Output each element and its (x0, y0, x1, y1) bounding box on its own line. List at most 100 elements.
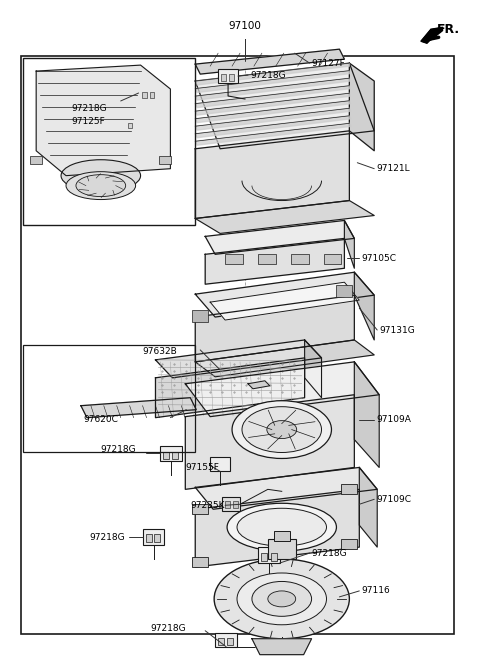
Polygon shape (185, 362, 379, 417)
Polygon shape (195, 78, 350, 100)
Polygon shape (305, 340, 322, 398)
Text: 97235K: 97235K (190, 501, 225, 510)
Text: 97131G: 97131G (379, 325, 415, 334)
Polygon shape (205, 238, 344, 284)
Bar (145, 534, 152, 542)
Bar (218, 638, 224, 644)
Bar (210, 458, 230, 471)
Text: 97121L: 97121L (376, 164, 410, 173)
Bar (336, 285, 352, 297)
Ellipse shape (252, 581, 312, 616)
Bar (159, 156, 171, 164)
Polygon shape (421, 27, 443, 43)
Bar (126, 119, 142, 130)
Bar (227, 638, 233, 644)
Polygon shape (81, 398, 196, 418)
Polygon shape (156, 358, 305, 418)
Polygon shape (252, 638, 312, 654)
Text: 97218G: 97218G (250, 70, 286, 80)
Bar (274, 531, 290, 541)
Polygon shape (354, 272, 374, 340)
Text: 97218G: 97218G (71, 104, 107, 114)
Polygon shape (195, 63, 349, 85)
Bar (30, 156, 42, 164)
Polygon shape (248, 381, 270, 389)
Bar (233, 501, 238, 508)
Bar (268, 539, 296, 559)
Polygon shape (195, 131, 349, 219)
Bar (155, 534, 160, 542)
Polygon shape (185, 395, 354, 489)
Polygon shape (195, 123, 351, 145)
Polygon shape (195, 489, 360, 567)
Bar (221, 74, 226, 81)
Ellipse shape (267, 421, 297, 438)
Bar (160, 446, 182, 462)
Bar (164, 452, 169, 460)
Bar (172, 452, 179, 460)
Text: 97109C: 97109C (376, 495, 411, 504)
Bar (142, 92, 146, 98)
Bar (139, 87, 156, 100)
Polygon shape (344, 221, 354, 268)
Ellipse shape (237, 508, 326, 546)
Ellipse shape (61, 160, 141, 192)
Ellipse shape (232, 401, 332, 458)
Ellipse shape (237, 573, 326, 625)
Bar (192, 557, 208, 567)
Ellipse shape (227, 503, 336, 551)
Polygon shape (195, 295, 354, 362)
Text: 97218G: 97218G (101, 445, 136, 454)
Bar (225, 254, 243, 264)
Bar (150, 92, 155, 98)
Text: 97116: 97116 (361, 587, 390, 595)
Bar (23, 345, 195, 452)
Polygon shape (205, 221, 354, 254)
Polygon shape (195, 49, 344, 74)
Bar (218, 69, 238, 83)
Bar (229, 74, 234, 81)
Bar (215, 632, 237, 646)
Bar (261, 553, 267, 561)
Polygon shape (195, 340, 374, 377)
Polygon shape (36, 65, 170, 176)
Polygon shape (195, 86, 350, 108)
Bar (21, 56, 454, 634)
Polygon shape (195, 272, 374, 317)
Ellipse shape (66, 172, 136, 199)
Text: 97105C: 97105C (361, 254, 396, 263)
Text: 97125F: 97125F (71, 118, 105, 126)
Text: 97109A: 97109A (376, 415, 411, 424)
Polygon shape (210, 282, 360, 320)
Bar (324, 254, 341, 264)
Text: 97632B: 97632B (143, 347, 177, 356)
Polygon shape (195, 108, 351, 130)
Text: 97155F: 97155F (185, 463, 219, 472)
Polygon shape (195, 467, 377, 509)
Bar (258, 547, 280, 563)
Text: 97218G: 97218G (151, 624, 186, 633)
Polygon shape (156, 340, 322, 378)
Ellipse shape (242, 407, 322, 452)
Bar (23, 58, 195, 225)
Ellipse shape (76, 175, 126, 197)
Bar (192, 310, 208, 322)
Text: FR.: FR. (437, 23, 460, 37)
Bar (222, 497, 240, 511)
Bar (341, 484, 357, 494)
Bar (225, 501, 230, 508)
Bar (128, 123, 132, 128)
Polygon shape (195, 101, 350, 122)
Polygon shape (195, 201, 374, 233)
Text: 97127F: 97127F (312, 59, 345, 68)
Ellipse shape (268, 591, 296, 607)
Polygon shape (349, 63, 374, 151)
Text: 97620C: 97620C (83, 415, 118, 424)
Bar (271, 553, 277, 561)
Bar (192, 504, 208, 514)
Polygon shape (195, 63, 374, 149)
Polygon shape (195, 70, 349, 92)
Polygon shape (195, 93, 350, 115)
Ellipse shape (214, 559, 349, 638)
Text: 97218G: 97218G (312, 549, 347, 557)
